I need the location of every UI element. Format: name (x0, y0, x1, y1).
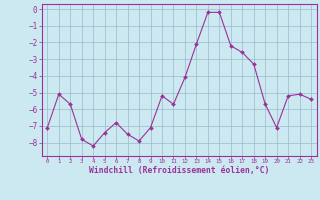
X-axis label: Windchill (Refroidissement éolien,°C): Windchill (Refroidissement éolien,°C) (89, 166, 269, 175)
